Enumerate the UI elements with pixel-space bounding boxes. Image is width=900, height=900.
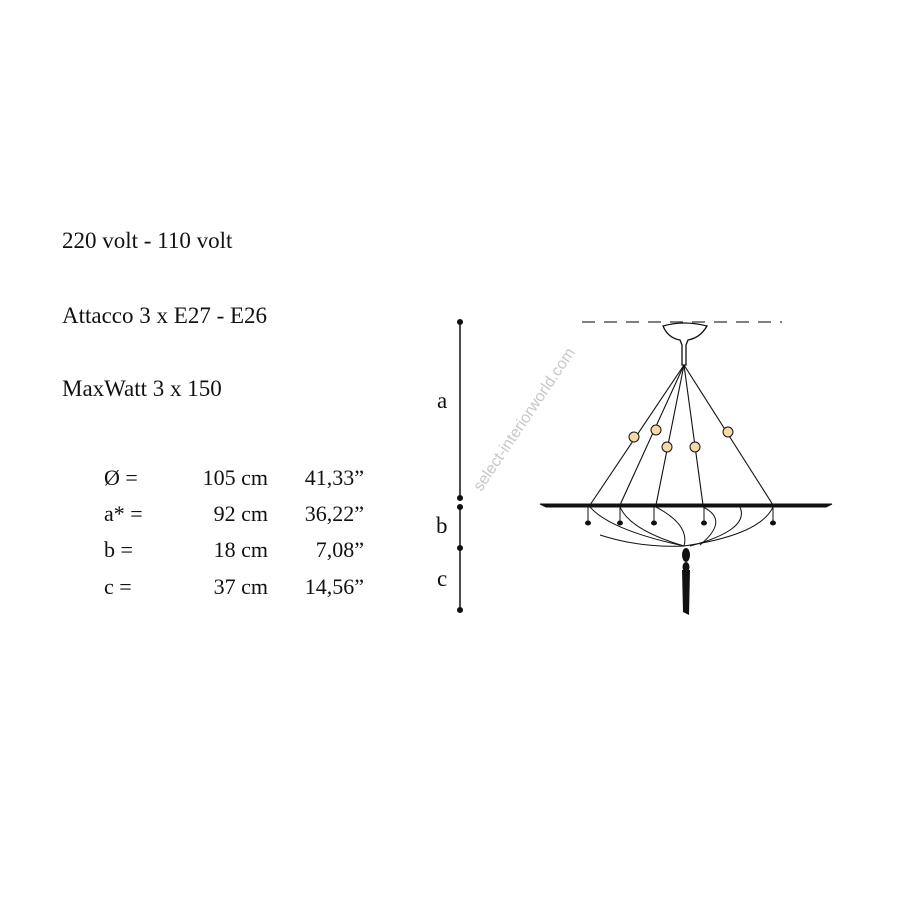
- dim-label: Ø =: [104, 465, 138, 490]
- dimension-row: b = 18 cm 7,08”: [104, 537, 374, 565]
- voltage-spec: 220 volt - 110 volt: [62, 228, 233, 253]
- dim-label: a* =: [104, 501, 143, 526]
- dim-cm: 105 cm: [202, 465, 268, 490]
- dim-inch: 36,22”: [304, 501, 364, 526]
- label-a: a: [437, 388, 448, 413]
- dim-inch: 14,56”: [304, 574, 364, 599]
- tassel: [682, 548, 690, 615]
- disc: [539, 503, 833, 508]
- dim-label: c =: [104, 574, 132, 599]
- dim-cm: 92 cm: [213, 501, 268, 526]
- socket-spec: Attacco 3 x E27 - E26: [62, 303, 268, 328]
- suspension-wires: [589, 364, 774, 506]
- beads: [628, 424, 734, 453]
- canopy: [662, 322, 708, 366]
- label-c: c: [437, 566, 448, 591]
- dimension-row: Ø = 105 cm 41,33”: [104, 465, 374, 493]
- dimension-row: a* = 92 cm 36,22”: [104, 501, 374, 529]
- dimension-row: c = 37 cm 14,56”: [104, 574, 374, 602]
- drops: [585, 507, 776, 526]
- label-b: b: [436, 513, 448, 538]
- dim-cm: 37 cm: [213, 574, 268, 599]
- dim-inch: 7,08”: [315, 537, 364, 562]
- wattage-spec: MaxWatt 3 x 150: [62, 376, 222, 401]
- dimension-line: [456, 318, 464, 614]
- lamp-shade: [589, 506, 774, 547]
- dim-cm: 18 cm: [213, 537, 268, 562]
- dim-inch: 41,33”: [304, 465, 364, 490]
- dim-label: b =: [104, 537, 133, 562]
